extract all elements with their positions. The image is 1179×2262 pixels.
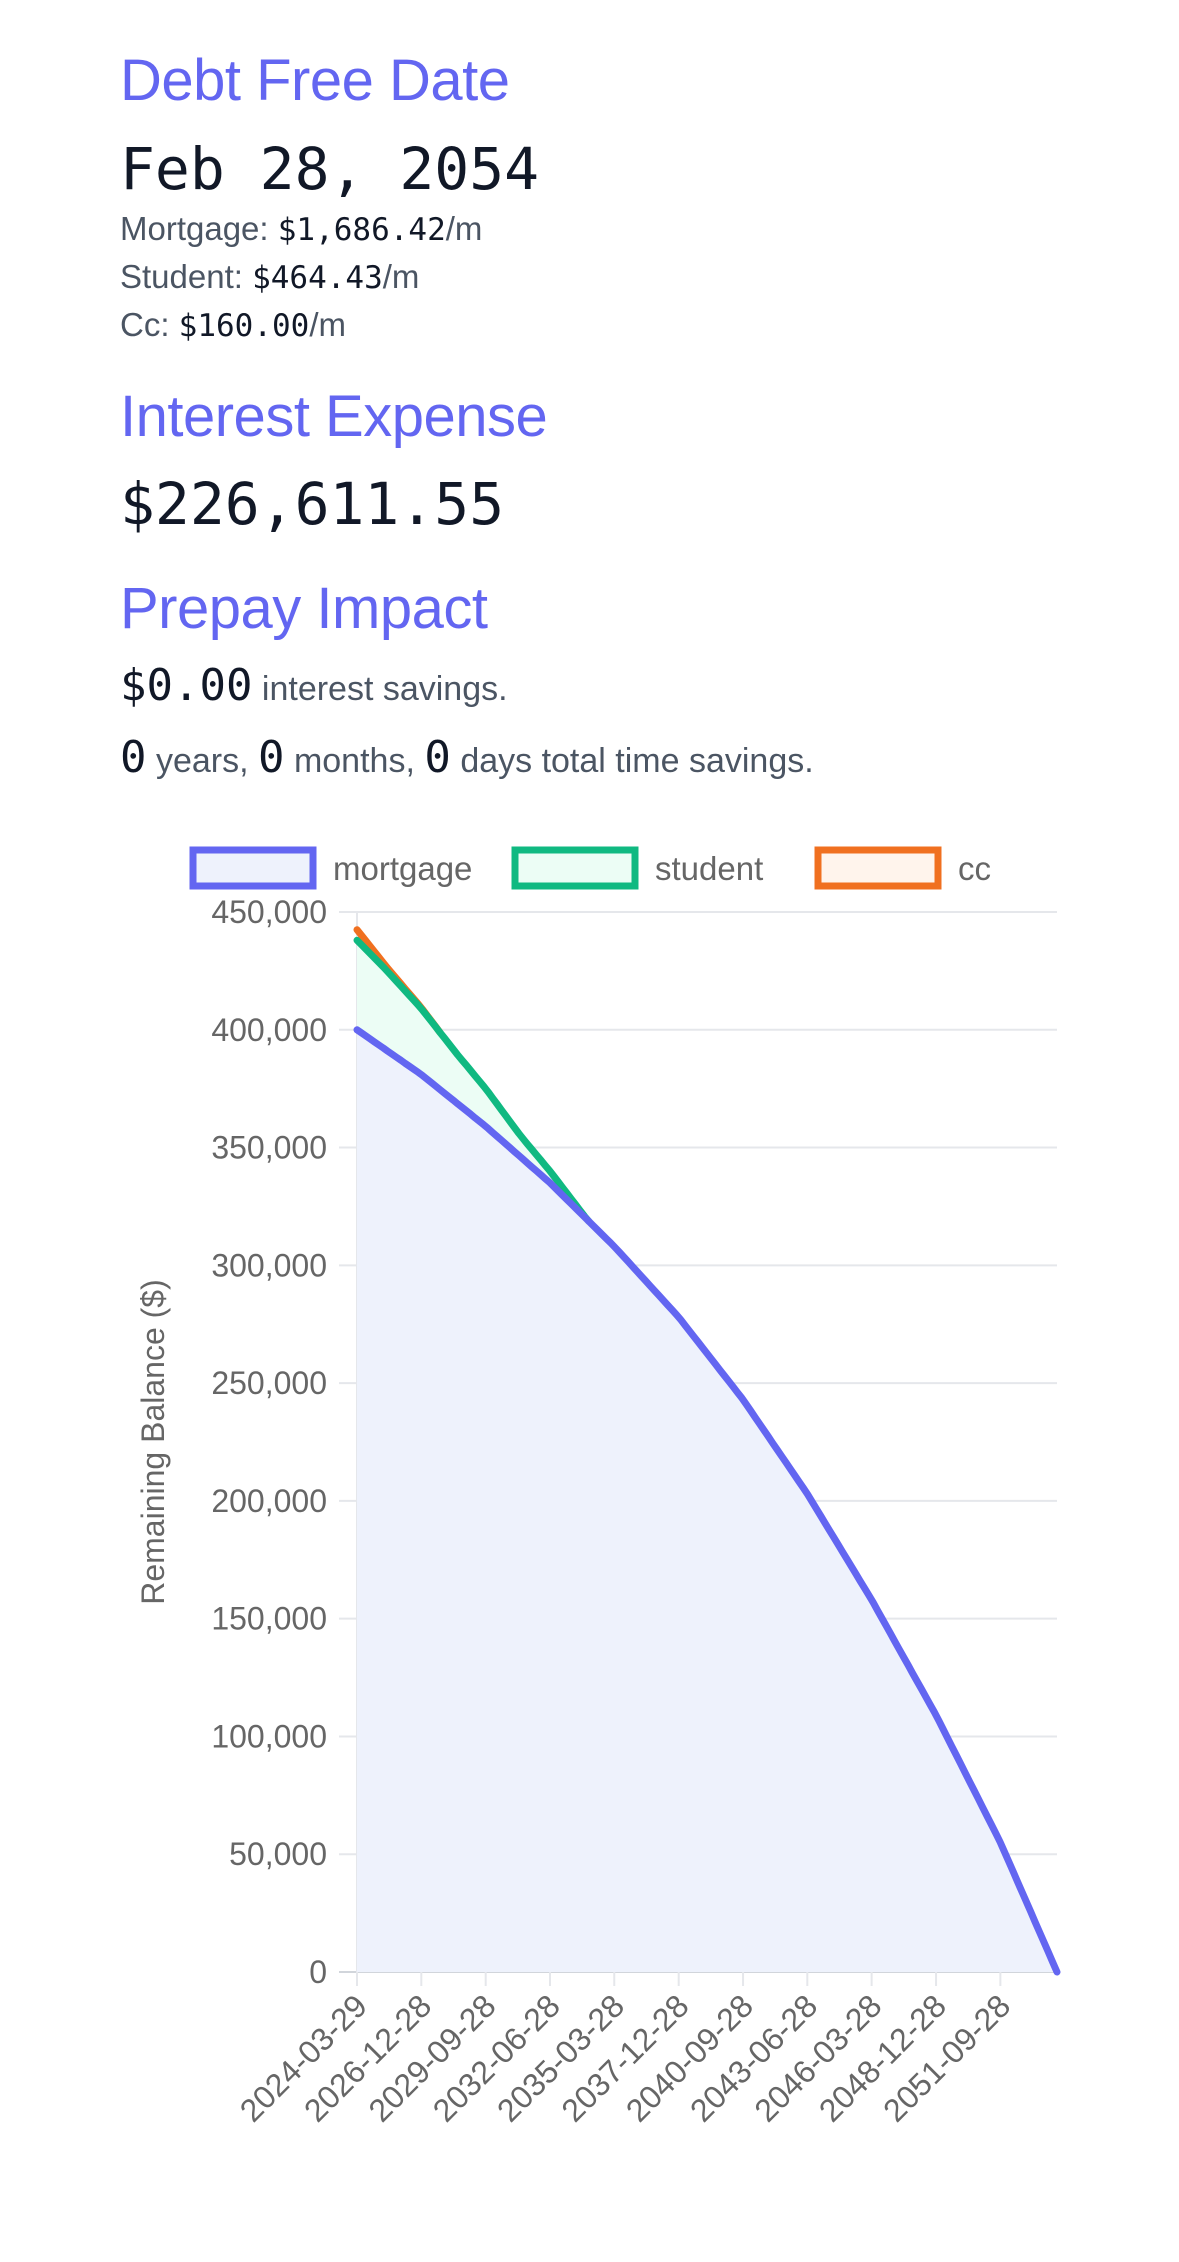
payment-suffix: /m (445, 210, 483, 247)
legend-label-cc: cc (958, 850, 991, 887)
payment-suffix: /m (382, 258, 420, 295)
payment-suffix: /m (309, 306, 346, 343)
legend-swatch-mortgage (189, 846, 317, 890)
years-label: years, (155, 742, 249, 780)
months-label: months, (293, 742, 415, 780)
series-line-student (353, 936, 593, 1225)
payment-amount: $1,686.42 (277, 212, 446, 248)
y-tick-label: 250,000 (211, 1365, 327, 1401)
y-tick-label: 450,000 (211, 894, 327, 930)
payment-mortgage: Mortgage: $1,686.42/m (120, 210, 482, 248)
y-tick-label: 200,000 (211, 1483, 327, 1519)
payment-amount: $160.00 (178, 308, 310, 344)
payment-amount: $464.43 (252, 260, 383, 296)
payment-student: Student: $464.43/m (120, 258, 419, 296)
savings-amount: $0.00 (120, 660, 253, 711)
months-value: 0 (258, 732, 285, 783)
y-tick-label: 100,000 (211, 1718, 327, 1754)
years-value: 0 (120, 732, 147, 783)
y-tick-label: 150,000 (211, 1601, 327, 1637)
legend-label-student: student (655, 850, 763, 887)
prepay-interest-savings: $0.00 interest savings. (120, 660, 508, 711)
balance-chart: 0 50,000 100,000 150,000 200,000 250,000 300,0… (135, 846, 1061, 2129)
series-area-student (357, 940, 1057, 1972)
series-area-mortgage (357, 1029, 1057, 1972)
y-tick-label: 0 (309, 1954, 327, 1990)
legend-swatch-student (511, 846, 639, 890)
debt-free-date: Feb 28, 2054 (120, 135, 540, 203)
legend-label-mortgage: mortgage (333, 850, 472, 887)
interest-amount: $226,611.55 (120, 470, 505, 538)
y-axis-title: Remaining Balance ($) (135, 1279, 171, 1605)
interest-title: Interest Expense (120, 384, 548, 449)
savings-text: interest savings. (261, 670, 508, 708)
series-line-mortgage (353, 1026, 1061, 1976)
y-tick-label: 50,000 (229, 1836, 327, 1872)
legend-swatch-cc (814, 846, 942, 890)
prepay-time-savings: 0 years, 0 months, 0 days total time sav… (120, 732, 814, 783)
prepay-title: Prepay Impact (120, 576, 488, 641)
y-tick-label: 300,000 (211, 1247, 327, 1283)
payment-cc: Cc: $160.00/m (120, 306, 346, 344)
y-tick-label: 400,000 (211, 1012, 327, 1048)
days-value: 0 (424, 732, 451, 783)
payment-label: Cc: (120, 306, 170, 343)
y-tick-label: 350,000 (211, 1130, 327, 1166)
payment-label: Mortgage: (120, 210, 269, 247)
days-label: days total time savings. (460, 742, 814, 780)
debt-free-title: Debt Free Date (120, 48, 510, 113)
payment-label: Student: (120, 258, 243, 295)
